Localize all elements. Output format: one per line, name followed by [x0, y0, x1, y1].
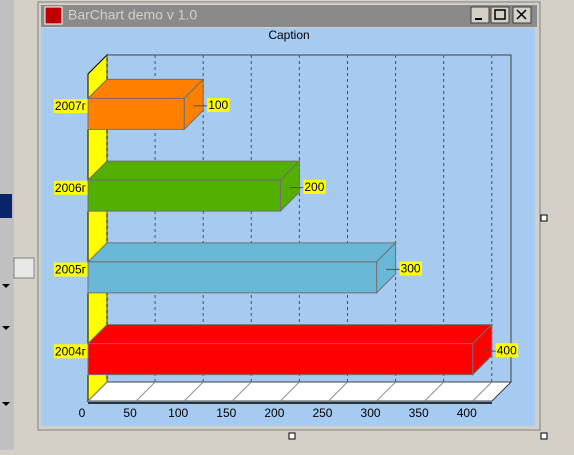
floor-grid-line — [376, 381, 396, 402]
minimize-button[interactable] — [470, 6, 490, 24]
chart-title: Caption — [268, 28, 309, 42]
category-label-bg — [53, 99, 88, 114]
floor-grid-line — [183, 381, 204, 402]
bar — [86, 78, 205, 131]
x-tick-label: 400 — [457, 406, 477, 420]
floor-grid-line — [424, 381, 445, 402]
x-tick-label: 250 — [312, 406, 332, 420]
value-label: 300 — [401, 262, 421, 276]
x-tick-label: 200 — [264, 406, 284, 420]
floor-grid-line — [231, 381, 252, 402]
value-label-bg — [303, 179, 326, 194]
value-label: 200 — [304, 180, 324, 194]
floor — [86, 381, 513, 402]
category-label: 2007г — [55, 99, 87, 113]
x-tick-label: 0 — [79, 406, 86, 420]
x-tick-label: 100 — [168, 406, 188, 420]
side-panel — [0, 0, 14, 450]
category-label: 2005г — [55, 263, 87, 277]
bar-front — [87, 179, 281, 212]
value-label: 100 — [208, 98, 228, 112]
category-label-bg — [53, 262, 88, 277]
window-title: BarChart demo v 1.0 — [68, 7, 197, 23]
bar — [86, 241, 397, 295]
floor-grid-line — [280, 381, 300, 402]
floor-grid-line — [135, 381, 156, 402]
x-tick-label: 50 — [123, 406, 137, 420]
floor-grid-line — [87, 381, 108, 402]
app-icon[interactable] — [44, 6, 63, 25]
plot: 0 50 100 150 200 250 300 350 400 400 2004г 300 2005г… — [53, 53, 519, 420]
category-label-bg — [53, 180, 88, 195]
value-label-bg — [495, 343, 519, 358]
value-label-bg — [399, 261, 422, 276]
bar-front — [87, 97, 185, 130]
bar — [86, 159, 301, 213]
scroll-thumb[interactable] — [13, 257, 35, 279]
bar-top — [86, 242, 397, 263]
category-label: 2006г — [55, 181, 87, 195]
bar — [86, 323, 493, 376]
bar-top — [86, 324, 493, 345]
floor-grid-line — [472, 381, 493, 402]
side-selection — [0, 194, 12, 218]
title-bar[interactable] — [41, 5, 537, 27]
value-label: 400 — [497, 343, 517, 357]
bar-top — [86, 78, 205, 99]
floor-grid-line — [328, 381, 348, 402]
resize-handles — [288, 214, 548, 440]
x-tick-label: 150 — [216, 406, 236, 420]
bar-front — [87, 261, 378, 294]
x-tick-label: 350 — [409, 406, 429, 420]
category-label-bg — [53, 344, 88, 359]
value-label-bg — [207, 98, 230, 113]
window-buttons — [470, 6, 532, 24]
x-tick-label: 300 — [361, 406, 381, 420]
bar-top — [86, 160, 301, 181]
bar-front — [87, 343, 474, 376]
category-label: 2004г — [55, 344, 87, 358]
